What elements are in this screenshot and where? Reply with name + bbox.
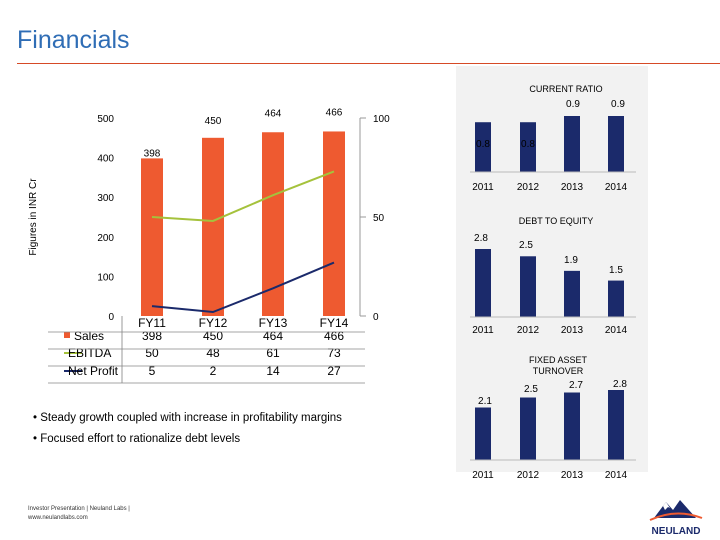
sales-data-label: 398 xyxy=(144,148,161,159)
footer: Investor Presentation | Neuland Labs | w… xyxy=(28,505,130,523)
debt-to-equity-x-label: 2014 xyxy=(605,325,628,336)
table-value: 450 xyxy=(203,329,223,343)
y2-tick-label: 0 xyxy=(373,312,379,323)
table-value: 2 xyxy=(210,364,217,378)
fixed-asset-turnover-x-label: 2013 xyxy=(561,470,584,481)
sales-bar xyxy=(262,132,284,316)
y-tick-label: 100 xyxy=(97,272,114,283)
x-category-label: FY12 xyxy=(199,316,228,330)
current-ratio-data-label: 0.9 xyxy=(611,99,625,110)
current-ratio-x-label: 2011 xyxy=(472,182,494,193)
debt-to-equity-x-label: 2012 xyxy=(517,325,540,336)
y2-tick-label: 50 xyxy=(373,213,385,224)
ebitda-line xyxy=(151,170,335,222)
current-ratio-bar xyxy=(608,116,624,172)
debt-to-equity-x-label: 2013 xyxy=(561,325,584,336)
current-ratio-x-label: 2012 xyxy=(517,182,540,193)
fixed-asset-turnover-bar xyxy=(564,392,580,460)
y-tick-label: 300 xyxy=(97,193,114,204)
table-value: 27 xyxy=(327,364,341,378)
debt-to-equity-bar xyxy=(564,270,580,317)
current-ratio-data-label: 0.8 xyxy=(476,139,490,150)
debt-to-equity-data-label: 1.9 xyxy=(564,255,578,266)
x-category-label: FY14 xyxy=(320,316,349,330)
fixed-asset-turnover-data-label: 2.5 xyxy=(524,384,538,395)
table-value: 50 xyxy=(145,346,159,360)
table-value: 61 xyxy=(266,346,280,360)
fixed-asset-turnover-x-label: 2014 xyxy=(605,470,628,481)
legend-label: Sales xyxy=(74,329,104,343)
table-value: 398 xyxy=(142,329,162,343)
net-profit-line xyxy=(151,261,335,314)
sales-data-label: 450 xyxy=(205,116,222,127)
bullet-debt: • Focused effort to rationalize debt lev… xyxy=(33,433,241,445)
sales-data-label: 464 xyxy=(265,108,282,119)
bullet-growth: • Steady growth coupled with increase in… xyxy=(33,412,342,424)
fixed-asset-turnover-x-label: 2011 xyxy=(472,470,494,481)
current-ratio-x-label: 2014 xyxy=(605,182,628,193)
y2-tick-label: 100 xyxy=(373,114,390,125)
y-tick-label: 0 xyxy=(108,312,114,323)
y-axis-label: Figures in INR Cr xyxy=(28,178,39,256)
page-title: Financials xyxy=(17,26,130,54)
logo-wordmark: NEULAND xyxy=(652,526,701,537)
current-ratio-bar xyxy=(520,122,536,172)
footer-line-2: www.neulandlabs.com xyxy=(28,515,88,521)
fixed-asset-turnover-bar xyxy=(608,390,624,460)
debt-to-equity-bar xyxy=(520,256,536,317)
sales-bar xyxy=(141,158,163,316)
current-ratio-title: CURRENT RATIO xyxy=(529,84,602,94)
current-ratio-data-label: 0.9 xyxy=(566,99,580,110)
fixed-asset-turnover-bar xyxy=(520,397,536,460)
sales-bar xyxy=(323,131,345,316)
debt-to-equity-data-label: 1.5 xyxy=(609,265,623,276)
table-value: 5 xyxy=(149,364,156,378)
y-tick-label: 500 xyxy=(97,114,114,125)
footer-line-1: Investor Presentation | Neuland Labs | xyxy=(28,506,130,512)
fixed-asset-turnover-title: FIXED ASSET xyxy=(529,355,588,365)
sales-data-label: 466 xyxy=(326,107,343,118)
neuland-logo: NEULAND xyxy=(649,500,703,537)
debt-to-equity-bar xyxy=(475,249,491,317)
debt-to-equity-data-label: 2.8 xyxy=(474,233,488,244)
fixed-asset-turnover-title: TURNOVER xyxy=(533,366,584,376)
y-tick-label: 200 xyxy=(97,233,114,244)
x-category-label: FY13 xyxy=(259,316,288,330)
sales-bar xyxy=(202,137,224,316)
fixed-asset-turnover-data-label: 2.1 xyxy=(478,396,492,407)
legend-label: Net Profit xyxy=(68,364,119,378)
current-ratio-bar xyxy=(564,116,580,172)
debt-to-equity-bar xyxy=(608,280,624,317)
title-divider xyxy=(17,63,720,64)
table-value: 14 xyxy=(266,364,280,378)
current-ratio-x-label: 2013 xyxy=(561,182,584,193)
x-category-label: FY11 xyxy=(138,316,166,330)
fixed-asset-turnover-data-label: 2.7 xyxy=(569,380,583,391)
fixed-asset-turnover-bar xyxy=(475,407,491,460)
legend-label: EBITDA xyxy=(68,346,111,360)
current-ratio-bar xyxy=(475,122,491,172)
debt-to-equity-x-label: 2011 xyxy=(472,325,494,336)
table-value: 48 xyxy=(206,346,220,360)
debt-to-equity-title: DEBT TO EQUITY xyxy=(519,216,594,226)
debt-to-equity-data-label: 2.5 xyxy=(519,240,533,251)
table-value: 464 xyxy=(263,329,283,343)
legend-swatch xyxy=(64,332,70,338)
fixed-asset-turnover-data-label: 2.8 xyxy=(613,379,627,390)
table-value: 73 xyxy=(327,346,341,360)
logo-swoosh-icon xyxy=(649,512,703,521)
current-ratio-data-label: 0.8 xyxy=(521,139,535,150)
y-tick-label: 400 xyxy=(97,154,114,165)
fixed-asset-turnover-x-label: 2012 xyxy=(517,470,540,481)
logo-snowcap-icon xyxy=(663,502,670,510)
table-value: 466 xyxy=(324,329,344,343)
bullet-list: • Steady growth coupled with increase in… xyxy=(33,408,342,450)
